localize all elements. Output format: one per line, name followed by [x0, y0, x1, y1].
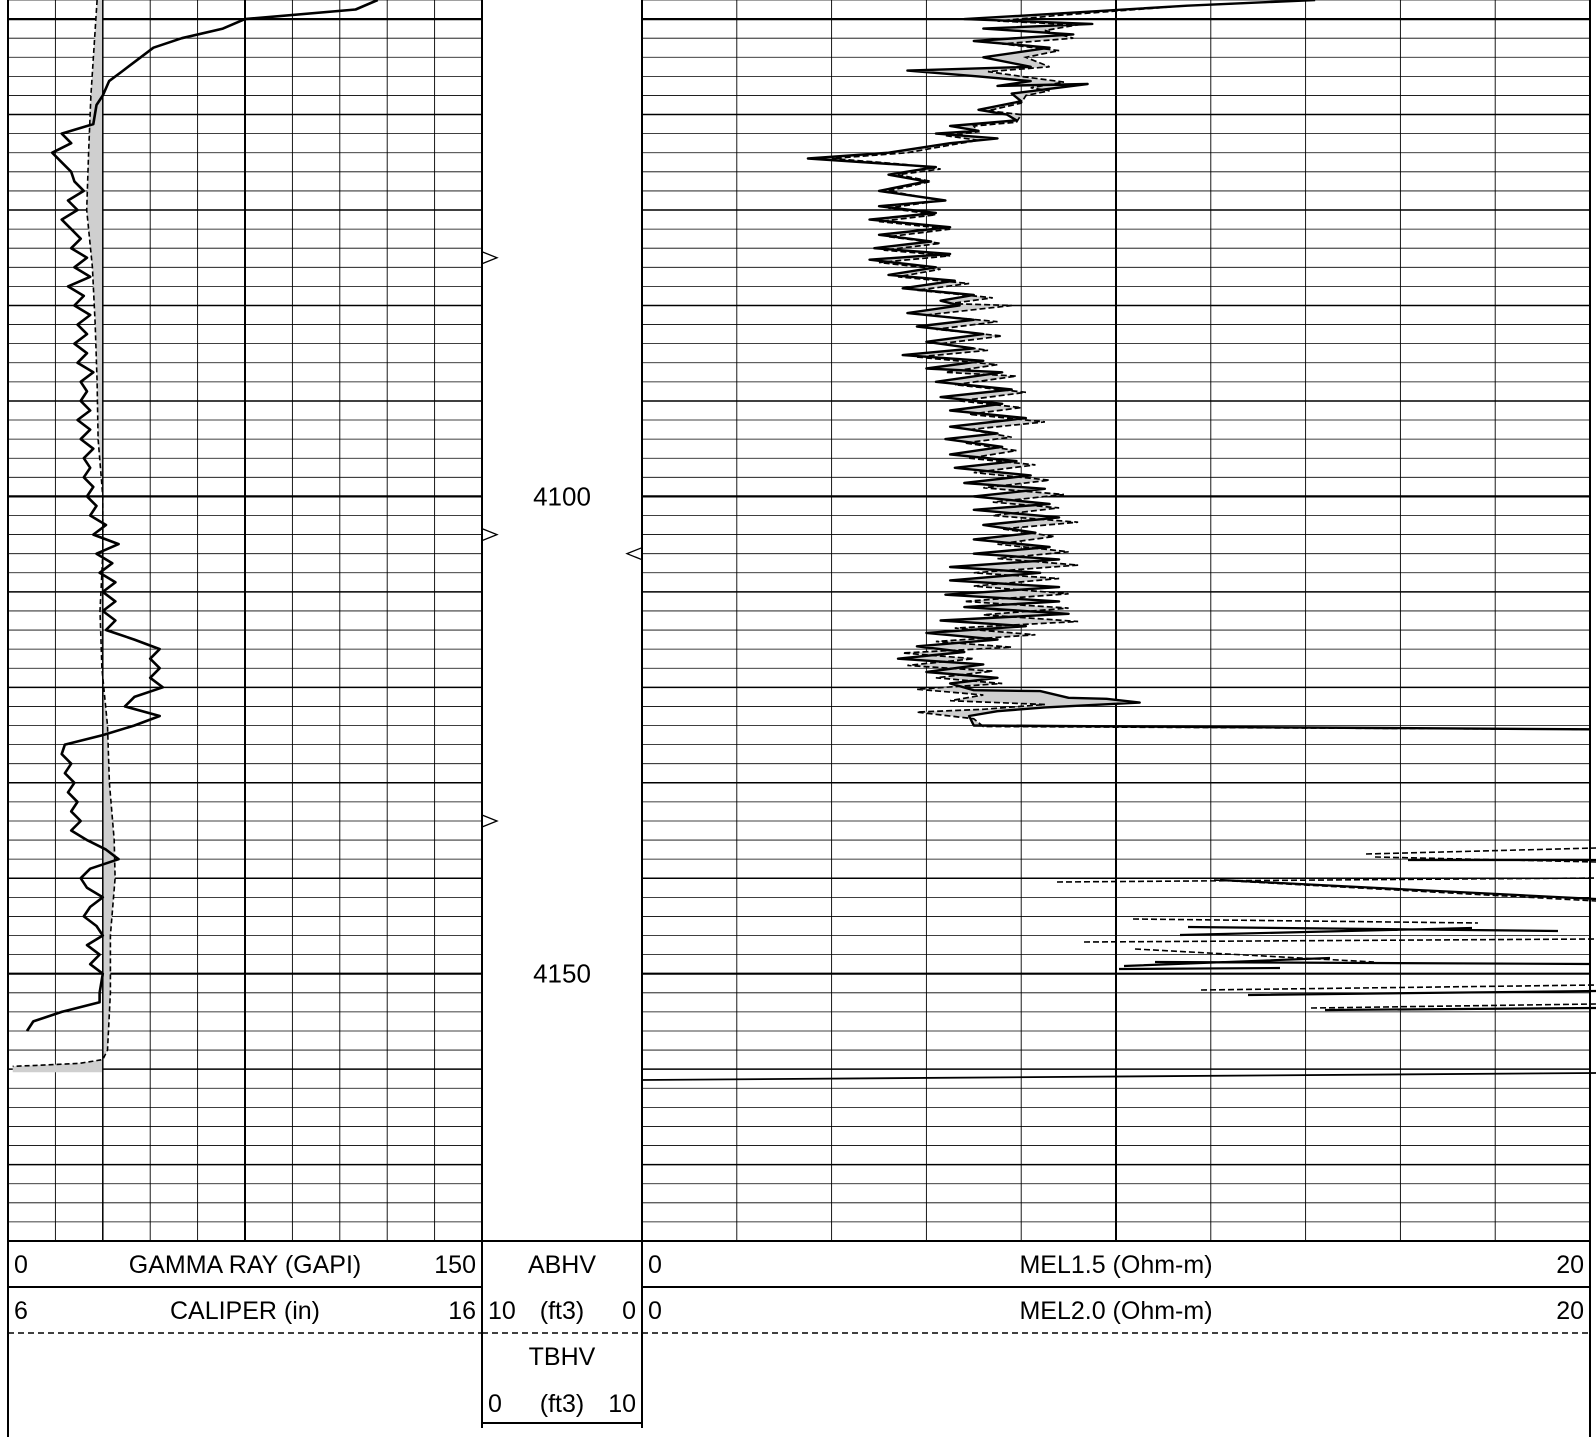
- depth-labels: 4100 4150: [533, 481, 591, 988]
- caliper-header: CALIPER (in): [170, 1297, 320, 1325]
- abhv-min-label: 10: [488, 1297, 516, 1325]
- mel1-5-curve: [806, 0, 1591, 731]
- mel-spike-lines-solid: [1118, 858, 1596, 1012]
- mel2-0-curve: [831, 0, 1591, 731]
- depth-label-4100: 4100: [533, 481, 591, 511]
- tbhv-max-label: 10: [608, 1390, 636, 1418]
- abhv-volume-tick: [481, 251, 499, 265]
- gamma-ray-max-label: 150: [434, 1251, 476, 1279]
- mel1-5-max-label: 20: [1556, 1251, 1584, 1279]
- gamma-ray-caliper-shading: [12, 0, 116, 1073]
- mel-lower-spike: [641, 1072, 1596, 1081]
- track-grid: [7, 0, 1591, 1242]
- mel1-5-header: MEL1.5 (Ohm-m): [1019, 1251, 1212, 1279]
- tbhv-units: (ft3): [540, 1390, 584, 1418]
- track2-curves: [641, 0, 1596, 1081]
- abhv-header: ABHV: [528, 1251, 596, 1279]
- log-header: 0 GAMMA RAY (GAPI) 150 6 CALIPER (in) 16…: [7, 1240, 1591, 1437]
- tbhv-header: TBHV: [529, 1343, 596, 1371]
- track1-curves: [12, 0, 379, 1241]
- mel-high-resistivity-spikes: [641, 847, 1596, 1081]
- mel2-0-max-label: 20: [1556, 1297, 1584, 1325]
- abhv-max-label: 0: [622, 1297, 636, 1325]
- tbhv-volume-tick: [625, 547, 643, 561]
- tbhv-min-label: 0: [488, 1390, 502, 1418]
- caliper-min-label: 6: [14, 1297, 28, 1325]
- caliper-curve: [12, 0, 116, 1068]
- integrated-volume-ticks: [481, 251, 643, 828]
- depth-label-4150: 4150: [533, 959, 591, 989]
- mel2-0-header: MEL2.0 (Ohm-m): [1019, 1297, 1212, 1325]
- gamma-ray-header: GAMMA RAY (GAPI): [129, 1251, 361, 1279]
- abhv-units: (ft3): [540, 1297, 584, 1325]
- mel1-5-min-label: 0: [648, 1251, 662, 1279]
- caliper-max-label: 16: [448, 1297, 476, 1325]
- mel-separation-shading: [807, 0, 1590, 730]
- abhv-volume-tick: [481, 527, 499, 542]
- mel2-0-min-label: 0: [648, 1297, 662, 1325]
- gamma-ray-min-label: 0: [14, 1251, 28, 1279]
- gamma-ray-curve: [25, 0, 379, 1032]
- abhv-volume-tick: [481, 814, 499, 828]
